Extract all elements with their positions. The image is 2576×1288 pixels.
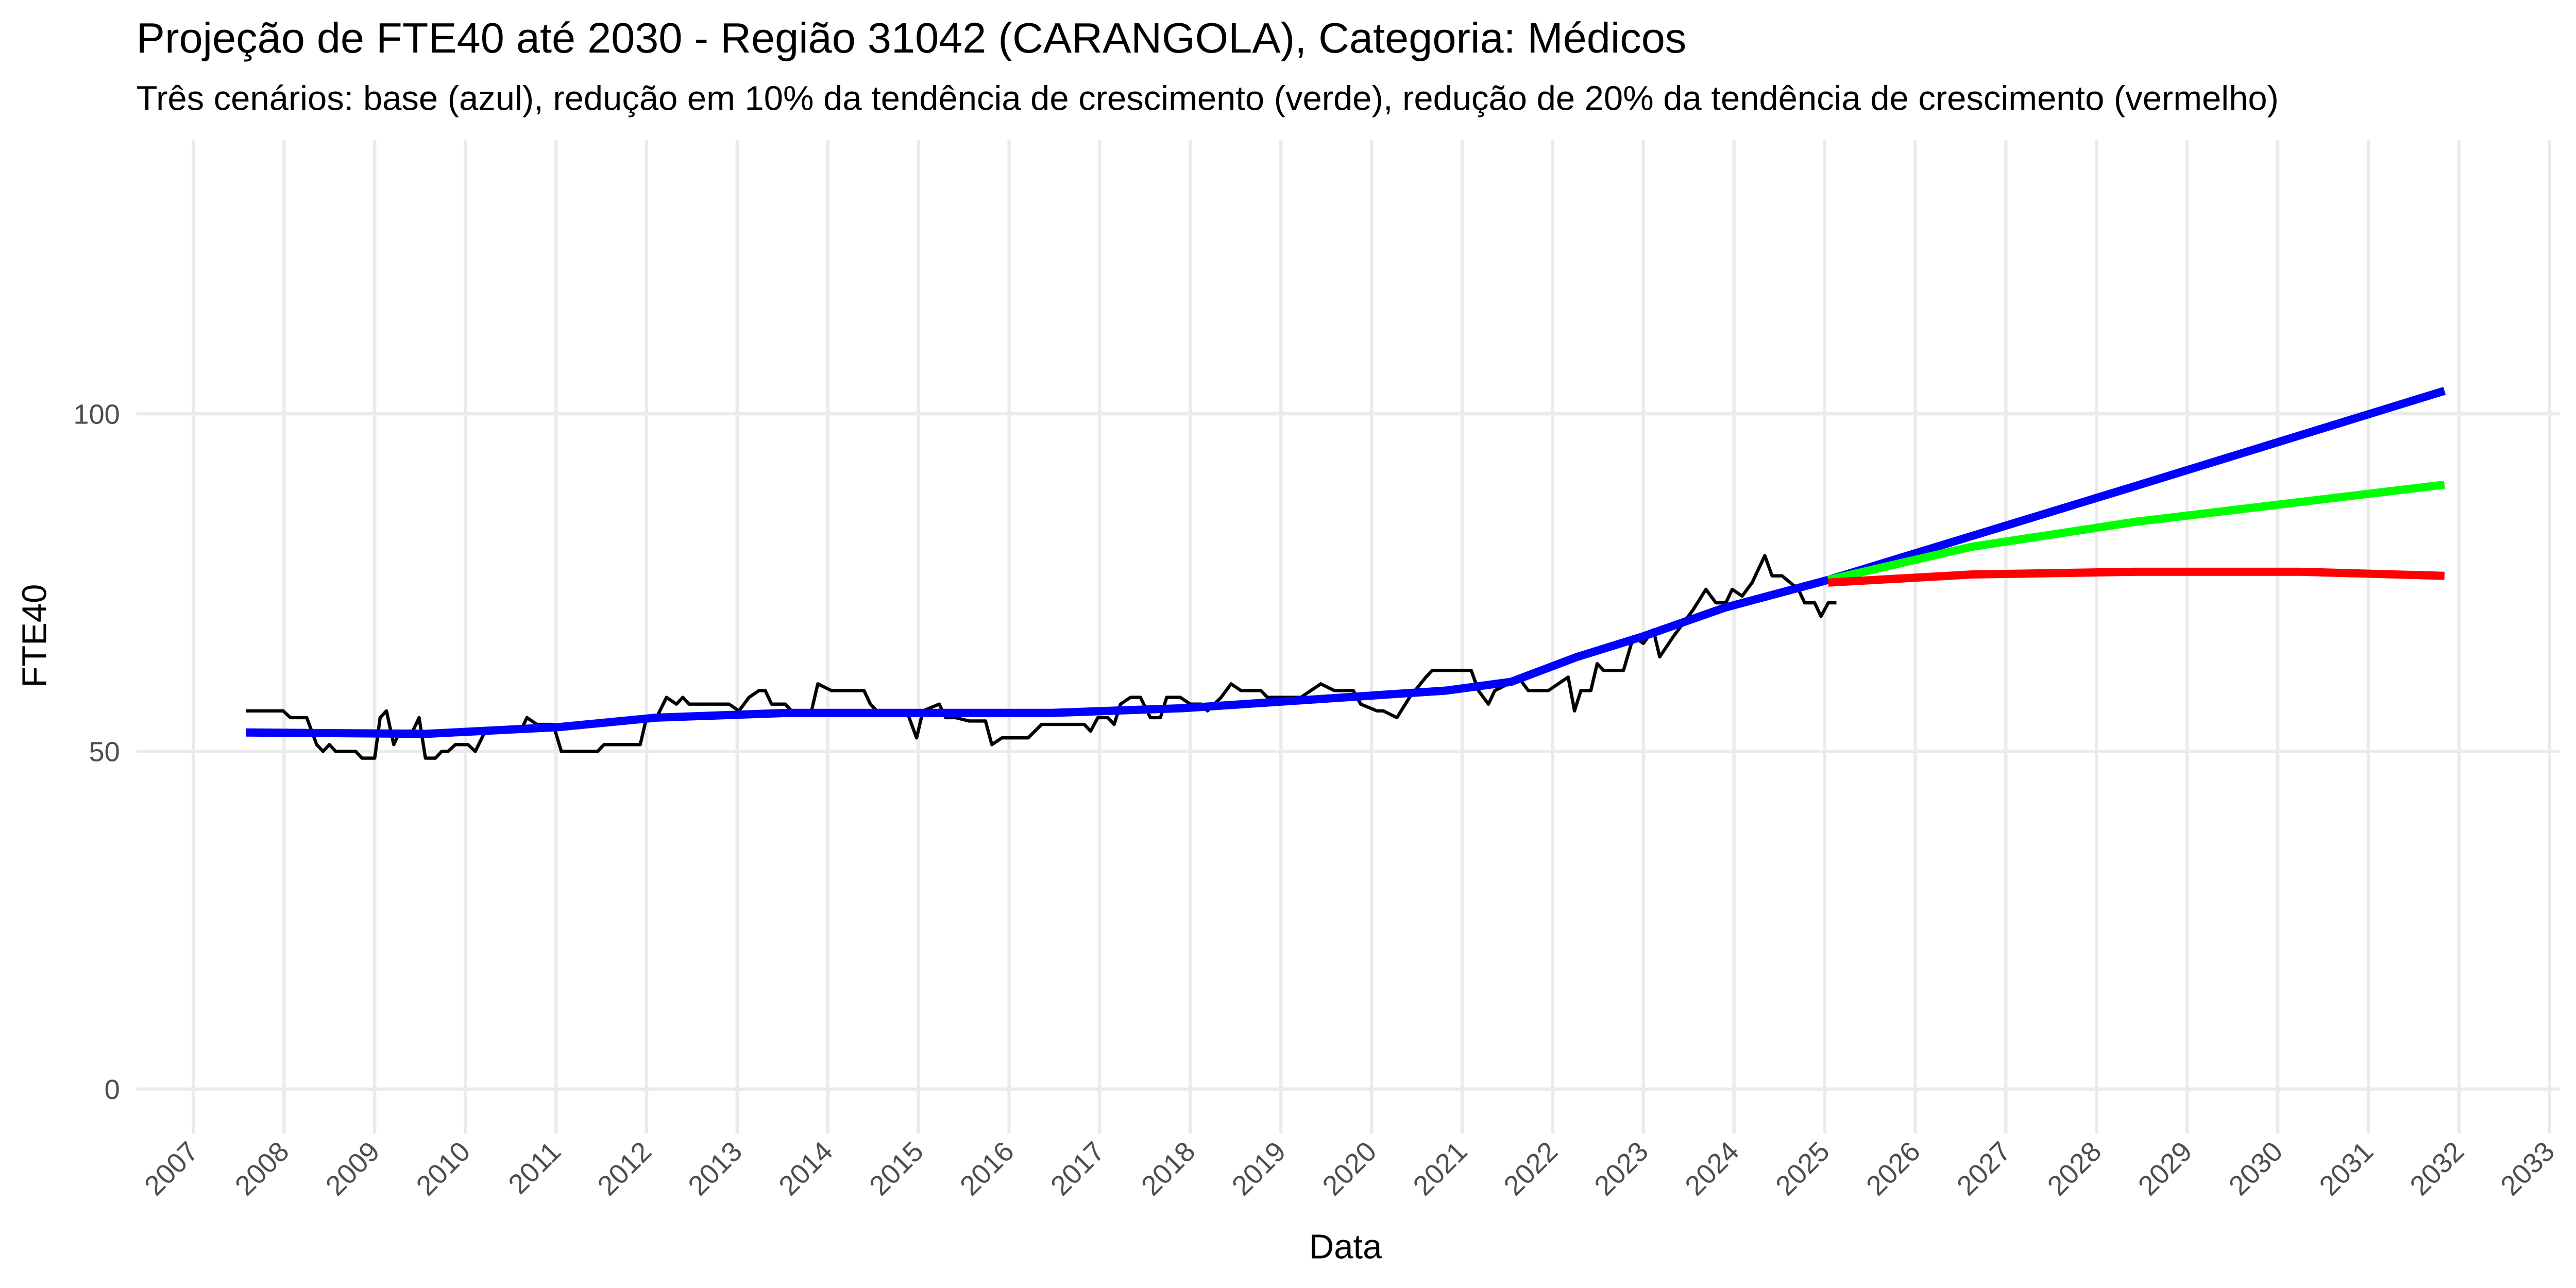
chart-title: Projeção de FTE40 até 2030 - Região 3104…: [137, 14, 1687, 62]
y-tick-label: 50: [89, 737, 120, 768]
series-line: [246, 554, 1837, 760]
series-line: [1827, 480, 2445, 584]
x-axis-label: Data: [1309, 1228, 1382, 1266]
series-line: [1828, 567, 2445, 587]
y-tick-label: 0: [105, 1074, 120, 1105]
chart-subtitle: Três cenários: base (azul), redução em 1…: [137, 79, 2279, 118]
y-tick-label: 100: [73, 399, 120, 430]
series-line: [246, 386, 2446, 738]
y-axis-label: FTE40: [15, 584, 54, 688]
